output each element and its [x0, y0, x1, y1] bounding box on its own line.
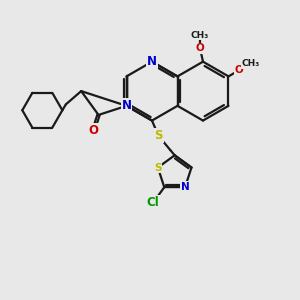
Text: N: N: [122, 99, 131, 112]
Text: N: N: [181, 182, 189, 192]
Text: O: O: [196, 44, 204, 53]
Text: N: N: [122, 99, 131, 112]
Text: CH₃: CH₃: [242, 59, 260, 68]
Text: S: S: [154, 163, 162, 172]
Text: O: O: [88, 124, 98, 137]
Text: S: S: [154, 129, 163, 142]
Text: O: O: [235, 65, 244, 75]
Text: CH₃: CH₃: [191, 31, 209, 40]
Text: N: N: [147, 55, 157, 68]
Text: Cl: Cl: [147, 196, 159, 209]
